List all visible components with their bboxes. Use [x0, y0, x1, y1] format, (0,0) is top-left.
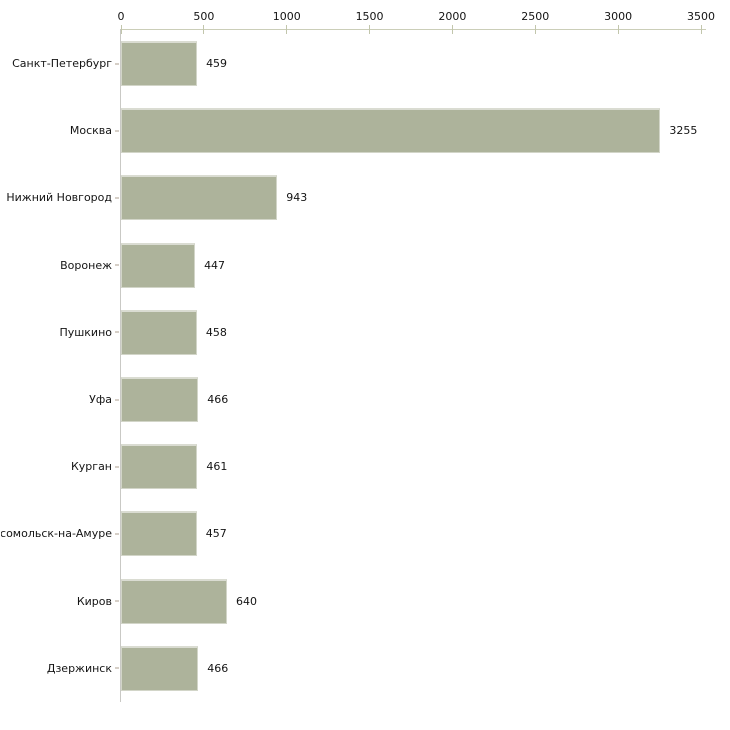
category-label: Курган	[70, 460, 112, 474]
category-tick-mark	[115, 196, 119, 199]
category-tick-mark	[115, 331, 119, 334]
category-label-row: Москва	[0, 97, 120, 164]
bar	[121, 511, 197, 557]
bar-row: 461	[121, 433, 706, 500]
x-axis-tick-mark	[203, 25, 205, 34]
category-label: Дзержинск	[46, 661, 112, 675]
bar	[121, 108, 661, 154]
bar	[121, 645, 199, 691]
bar-row: 466	[121, 635, 706, 702]
bar-row: 3255	[121, 97, 706, 164]
category-tick-mark	[115, 264, 119, 267]
bar-value-label: 447	[204, 258, 226, 272]
x-axis-tick-label: 500	[193, 10, 215, 23]
x-axis-tick-mark	[451, 25, 453, 34]
x-axis-tick-mark	[286, 25, 288, 34]
bar-value-label: 466	[207, 661, 229, 675]
bar-value-label: 459	[206, 57, 228, 71]
x-axis-line	[120, 29, 706, 30]
bar	[121, 175, 278, 221]
bar	[121, 41, 198, 87]
bar-row: 943	[121, 164, 706, 231]
category-label: Санкт-Петербург	[12, 57, 112, 71]
x-axis-tick-label: 1000	[272, 10, 301, 23]
x-axis-tick-mark	[617, 25, 619, 34]
bar-row: 457	[121, 500, 706, 567]
category-tick-mark	[115, 600, 119, 603]
bar	[121, 242, 196, 288]
category-tick-mark	[115, 667, 119, 670]
category-label: Комсомольск-на-Амуре	[1, 527, 112, 541]
category-label: Нижний Новгород	[6, 191, 112, 205]
category-tick-mark	[115, 465, 119, 468]
bar-value-label: 640	[236, 594, 258, 608]
y-axis-line	[120, 29, 121, 702]
category-label: Воронеж	[60, 258, 112, 272]
category-label-row: Уфа	[0, 366, 120, 433]
bar-row: 640	[121, 568, 706, 635]
bar	[121, 444, 198, 490]
category-label-row: Киров	[0, 568, 120, 635]
category-label-row: Курган	[0, 433, 120, 500]
category-label: Москва	[69, 124, 112, 138]
category-label-row: Нижний Новгород	[0, 164, 120, 231]
x-axis-tick-mark	[120, 25, 122, 34]
y-axis-category-labels: Санкт-Петербург Москва Нижний Новгород Воро…	[0, 30, 120, 702]
category-label: Уфа	[89, 393, 112, 407]
category-tick-mark	[115, 398, 119, 401]
bar-value-label: 3255	[669, 124, 698, 138]
x-axis-tick-label: 3000	[604, 10, 633, 23]
x-axis-tick-mark	[369, 25, 371, 34]
bar-rows: 459 3255 943 447 458 466 461 457 640 466	[121, 30, 706, 702]
category-label: Пушкино	[59, 325, 112, 339]
bar-row: 447	[121, 232, 706, 299]
x-axis-tick-label: 2000	[438, 10, 467, 23]
category-tick-mark	[115, 532, 119, 535]
bar-row: 459	[121, 30, 706, 97]
bar-value-label: 458	[205, 325, 227, 339]
category-label-row: Пушкино	[0, 299, 120, 366]
x-axis-tick-label: 2500	[521, 10, 550, 23]
category-label-row: Комсомольск-на-Амуре	[0, 500, 120, 567]
category-label-row: Воронеж	[0, 232, 120, 299]
bar-value-label: 461	[206, 460, 228, 474]
category-tick-mark	[115, 62, 119, 65]
x-axis-tick-label: 1500	[355, 10, 384, 23]
bar-value-label: 943	[286, 191, 308, 205]
x-axis-tick-label: 0	[117, 10, 125, 23]
bar-value-label: 466	[207, 393, 229, 407]
x-axis-tick-mark	[700, 25, 702, 34]
bar	[121, 578, 228, 624]
bar-row: 466	[121, 366, 706, 433]
x-axis-tick-label: 3500	[687, 10, 715, 23]
bar-value-label: 457	[205, 527, 227, 541]
bar	[121, 309, 197, 355]
category-label-row: Дзержинск	[0, 635, 120, 702]
x-axis-tick-mark	[534, 25, 536, 34]
category-label: Киров	[76, 594, 112, 608]
category-label-row: Санкт-Петербург	[0, 30, 120, 97]
category-tick-mark	[115, 129, 119, 132]
plot-area: 459 3255 943 447 458 466 461 457 640 466 0 500 1000…	[118, 10, 715, 702]
bar	[121, 377, 199, 423]
bar-row: 458	[121, 299, 706, 366]
